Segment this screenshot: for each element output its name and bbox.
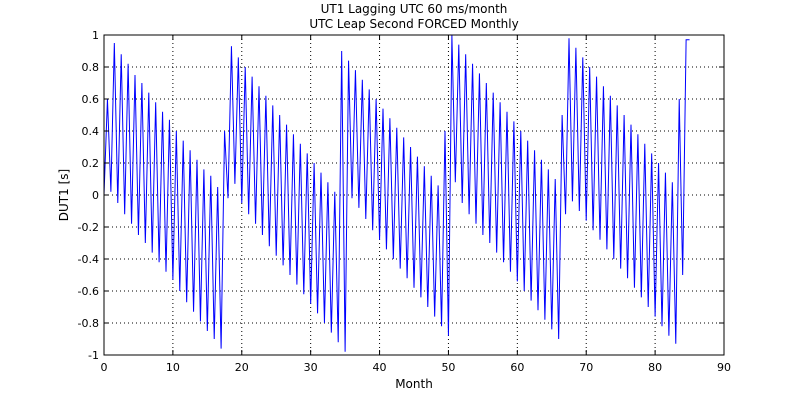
y-tick-label: -0.8 — [78, 317, 99, 330]
y-tick-label: 0 — [92, 189, 99, 202]
y-axis-label: DUT1 [s] — [57, 169, 71, 221]
y-tick-label: 0.8 — [82, 61, 100, 74]
x-tick-label: 20 — [235, 361, 249, 374]
x-tick-label: 30 — [304, 361, 318, 374]
y-tick-label: 0.4 — [82, 125, 100, 138]
tick-label-layer: 0 10 20 30 40 50 60 70 80 90 -1 -0.8 -0.6 -0.4 -0.2 0 0.… — [78, 29, 731, 374]
y-tick-label: 0.6 — [82, 93, 100, 106]
x-tick-label: 10 — [166, 361, 180, 374]
x-tick-label: 40 — [373, 361, 387, 374]
y-tick-label: -0.2 — [78, 221, 99, 234]
x-tick-label: 80 — [648, 361, 662, 374]
y-tick-label: -0.4 — [78, 253, 99, 266]
chart-title-line-1: UT1 Lagging UTC 60 ms/month — [321, 2, 508, 16]
y-tick-label: -0.6 — [78, 285, 99, 298]
y-tick-label: 0.2 — [82, 157, 100, 170]
y-tick-label: 1 — [92, 29, 99, 42]
x-tick-label: 60 — [510, 361, 524, 374]
x-tick-label: 90 — [717, 361, 731, 374]
x-tick-label: 0 — [101, 361, 108, 374]
chart-title-line-2: UTC Leap Second FORCED Monthly — [309, 17, 518, 31]
tick-layer — [103, 34, 725, 356]
y-tick-label: -1 — [88, 349, 99, 362]
x-axis-label: Month — [395, 377, 433, 391]
series-line-0 — [103, 34, 690, 352]
x-tick-label: 70 — [579, 361, 593, 374]
series-layer — [103, 34, 690, 352]
x-tick-label: 50 — [441, 361, 455, 374]
